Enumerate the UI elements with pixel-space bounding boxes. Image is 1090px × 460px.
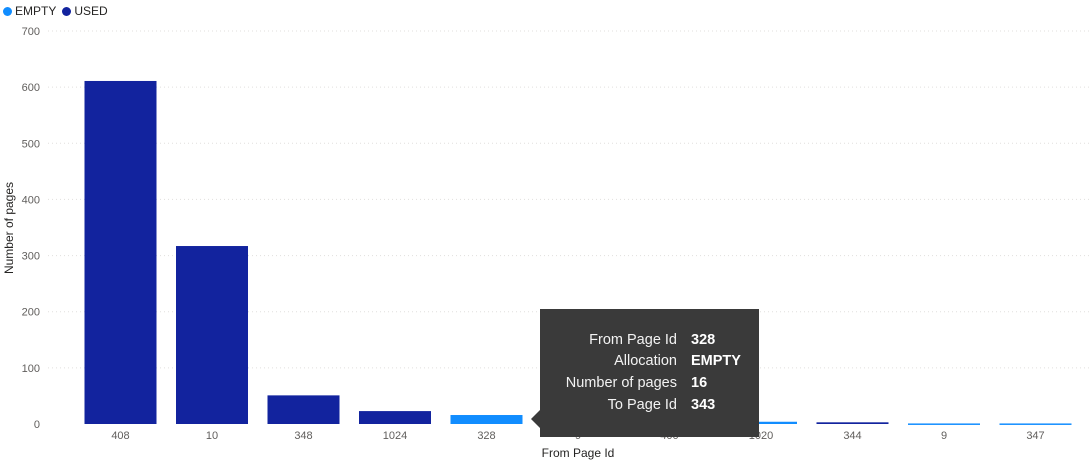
- data-tooltip: From Page Id 328 Allocation EMPTY Number…: [540, 309, 759, 437]
- y-axis-title: Number of pages: [2, 182, 16, 274]
- x-tick-label: 408: [111, 430, 129, 442]
- bar-328[interactable]: [450, 415, 523, 424]
- bar-9[interactable]: [908, 423, 980, 425]
- x-tick-label: 347: [1026, 430, 1044, 442]
- x-tick-label: 328: [477, 430, 495, 442]
- tooltip-pointer: [531, 409, 541, 429]
- x-tick-label: 344: [843, 430, 861, 442]
- legend-item-used[interactable]: USED: [62, 4, 108, 18]
- legend-empty-marker: [3, 6, 12, 16]
- legend-used-marker: [62, 6, 72, 16]
- tooltip-row-from-page-id: From Page Id 328: [540, 332, 759, 352]
- y-tick-label: 500: [22, 138, 40, 150]
- bar-10[interactable]: [176, 246, 248, 424]
- x-tick-label: 1024: [383, 430, 407, 442]
- bar-344[interactable]: [816, 422, 889, 424]
- x-tick-label: 10: [206, 430, 218, 442]
- y-tick-label: 200: [22, 307, 40, 319]
- x-axis-ticks: 408103481024328940010203449347: [111, 430, 1044, 442]
- legend-item-empty[interactable]: EMPTY: [3, 4, 56, 18]
- x-axis-title: From Page Id: [542, 446, 615, 460]
- tooltip-row-number-of-pages: Number of pages 16: [540, 375, 759, 395]
- chart-legend: EMPTY USED: [3, 3, 114, 19]
- bar-1024[interactable]: [359, 411, 431, 424]
- y-tick-label: 0: [34, 419, 40, 431]
- bar-347[interactable]: [999, 423, 1072, 425]
- tooltip-value: 16: [691, 375, 708, 391]
- legend-empty-label: EMPTY: [15, 4, 57, 18]
- tooltip-label: Allocation: [614, 353, 677, 369]
- x-tick-label: 9: [941, 430, 947, 442]
- y-axis-ticks: 0 100 200 300 400 500 600 700: [22, 26, 40, 431]
- bar-408[interactable]: [84, 80, 157, 425]
- tooltip-value: EMPTY: [691, 353, 741, 369]
- tooltip-label: Number of pages: [565, 375, 677, 391]
- tooltip-value: 328: [691, 332, 716, 348]
- tooltip-label: To Page Id: [607, 397, 677, 413]
- y-tick-label: 600: [22, 82, 40, 94]
- x-tick-label: 348: [294, 430, 312, 442]
- y-tick-label: 700: [22, 26, 40, 38]
- y-tick-label: 300: [22, 251, 40, 263]
- tooltip-row-to-page-id: To Page Id 343: [540, 397, 759, 417]
- bar-1020[interactable]: [725, 421, 797, 424]
- bar-348[interactable]: [267, 395, 340, 424]
- bars: [84, 80, 1072, 425]
- legend-used-label: USED: [74, 4, 108, 18]
- y-tick-label: 400: [22, 194, 40, 206]
- y-tick-label: 100: [22, 363, 40, 375]
- tooltip-value: 343: [691, 397, 716, 413]
- tooltip-label: From Page Id: [589, 332, 677, 348]
- tooltip-row-allocation: Allocation EMPTY: [540, 353, 759, 373]
